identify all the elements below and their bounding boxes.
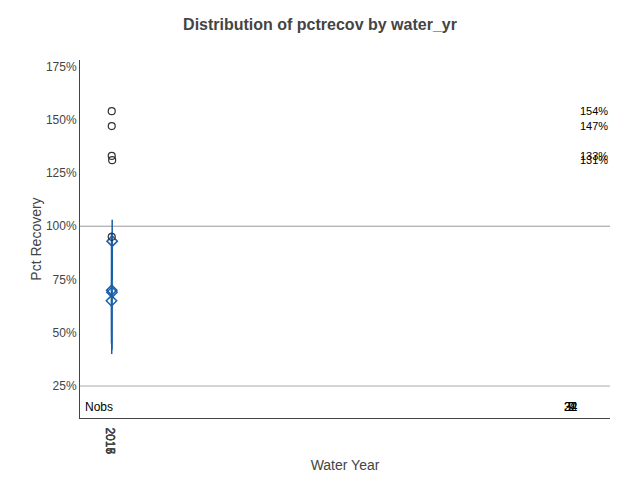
svg-text:Water Year: Water Year <box>311 457 380 473</box>
svg-text:50%: 50% <box>53 326 77 340</box>
svg-text:9: 9 <box>568 400 575 414</box>
svg-text:2015: 2015 <box>103 427 117 454</box>
svg-text:100%: 100% <box>46 219 77 233</box>
svg-text:175%: 175% <box>46 60 77 74</box>
svg-text:25%: 25% <box>53 379 77 393</box>
svg-text:Nobs: Nobs <box>85 400 113 414</box>
svg-text:154%: 154% <box>580 105 608 117</box>
svg-text:2018: 2018 <box>103 427 117 454</box>
svg-text:34: 34 <box>564 400 578 414</box>
svg-text:133%: 133% <box>580 150 608 162</box>
svg-text:2016: 2016 <box>103 427 117 454</box>
svg-text:2017: 2017 <box>103 427 117 454</box>
svg-text:Pct Recovery: Pct Recovery <box>28 197 44 280</box>
svg-text:Distribution of pctrecov by wa: Distribution of pctrecov by water_yr <box>183 16 457 33</box>
svg-text:125%: 125% <box>46 166 77 180</box>
svg-text:75%: 75% <box>53 273 77 287</box>
svg-text:131%: 131% <box>580 154 608 166</box>
svg-text:22: 22 <box>564 400 578 414</box>
svg-text:7: 7 <box>567 400 574 414</box>
svg-text:147%: 147% <box>580 120 608 132</box>
svg-text:150%: 150% <box>46 113 77 127</box>
